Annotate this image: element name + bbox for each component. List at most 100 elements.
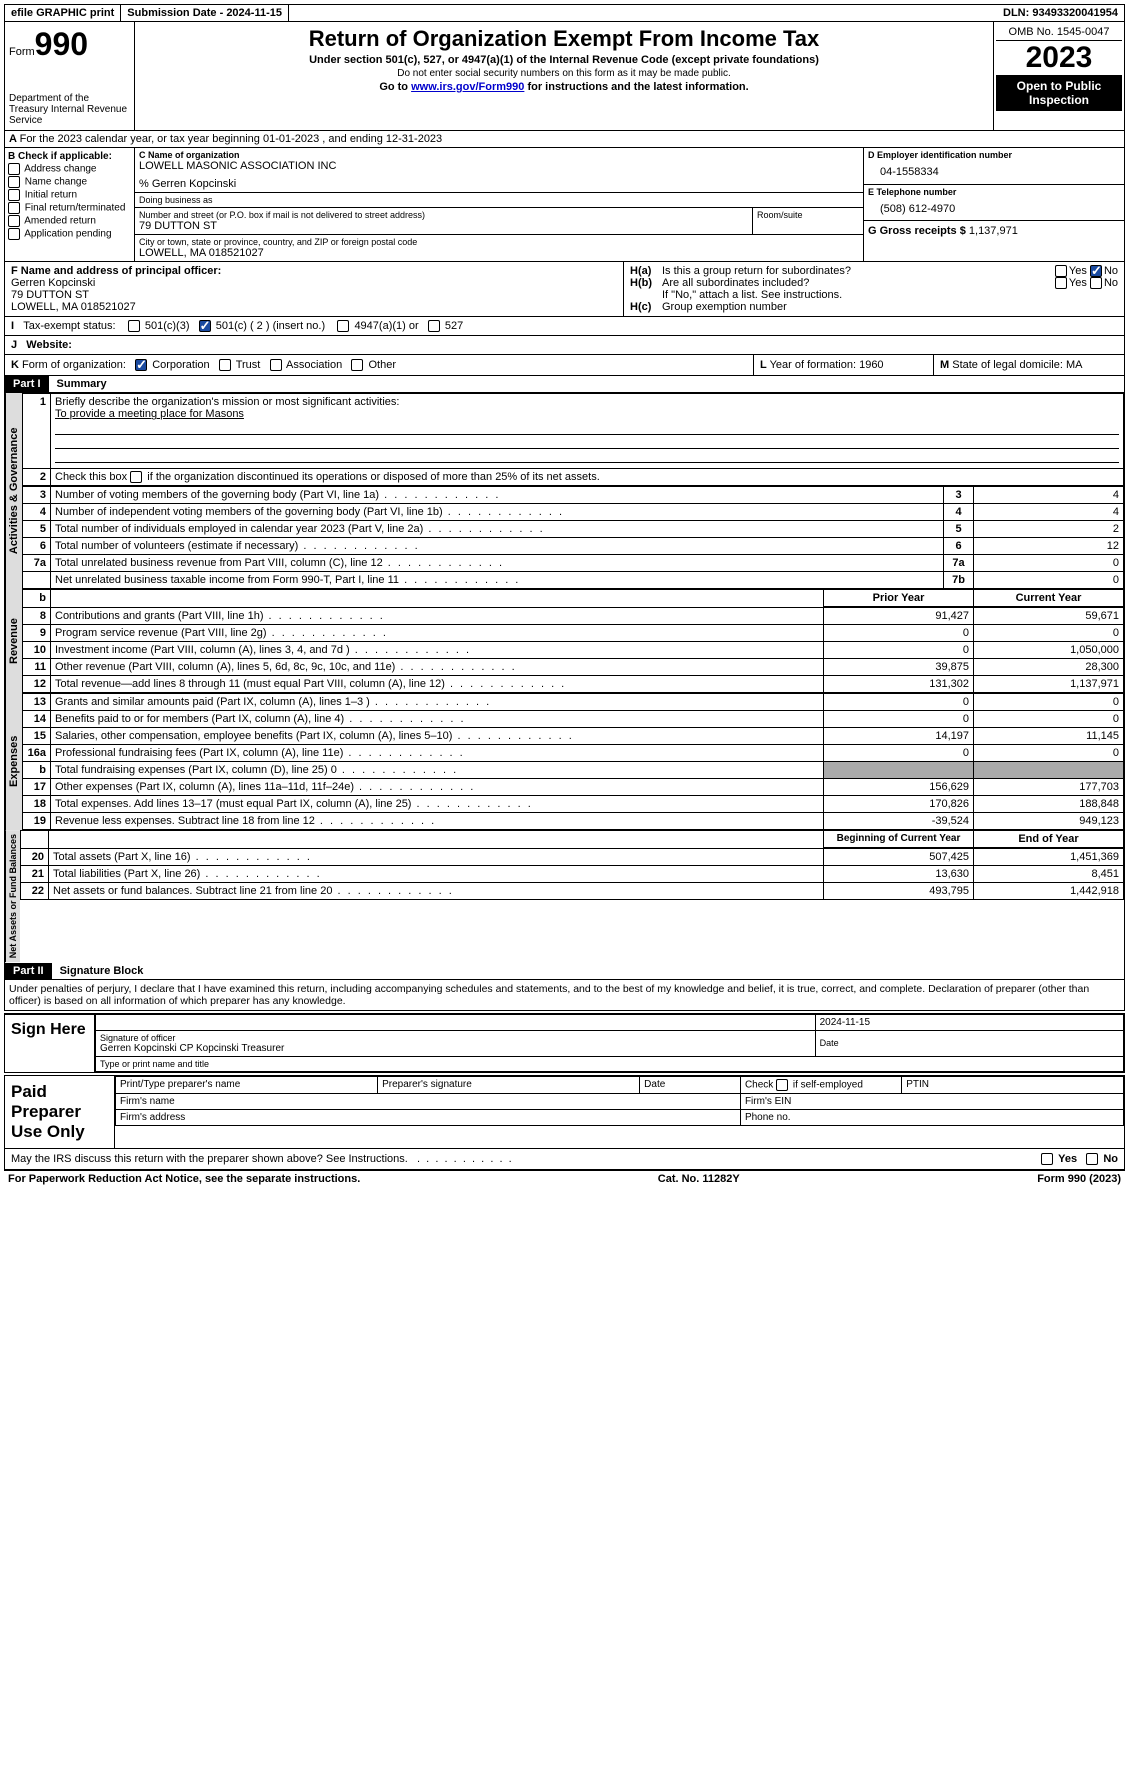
b-option: Final return/terminated xyxy=(8,202,131,214)
line-i: I Tax-exempt status: 501(c)(3) 501(c) ( … xyxy=(4,317,1125,336)
state-domicile: MA xyxy=(1066,359,1083,371)
b-option-checkbox[interactable] xyxy=(8,189,20,201)
c-name-label: C Name of organization xyxy=(139,150,240,160)
k-assoc-checkbox[interactable] xyxy=(270,359,282,371)
street: 79 DUTTON ST xyxy=(139,220,748,232)
phone: (508) 612-4970 xyxy=(868,197,1120,215)
hb-note: If "No," attach a list. See instructions… xyxy=(630,289,1118,301)
form-title: Return of Organization Exempt From Incom… xyxy=(143,26,985,52)
open-public: Open to Public Inspection xyxy=(996,75,1122,111)
phone-label: E Telephone number xyxy=(868,187,956,197)
i-501c3-checkbox[interactable] xyxy=(128,320,140,332)
f-label: F Name and address of principal officer: xyxy=(11,265,221,277)
top-bar: efile GRAPHIC print Submission Date - 20… xyxy=(4,4,1125,22)
end-year-hdr: End of Year xyxy=(974,831,1124,848)
paperwork-notice: For Paperwork Reduction Act Notice, see … xyxy=(8,1173,360,1185)
efile-label: efile GRAPHIC print xyxy=(5,5,121,21)
summary-row: 15Salaries, other compensation, employee… xyxy=(23,728,1124,745)
revenue-section: Revenue b Prior Year Current Year 8Contr… xyxy=(4,589,1125,693)
summary-row: 16aProfessional fundraising fees (Part I… xyxy=(23,745,1124,762)
discuss-yes-checkbox[interactable] xyxy=(1041,1153,1053,1165)
tax-year: 2023 xyxy=(996,41,1122,75)
b-option: Name change xyxy=(8,176,131,188)
ha-no-checkbox[interactable] xyxy=(1090,265,1102,277)
summary-row: 6Total number of volunteers (estimate if… xyxy=(23,538,1124,555)
hb-yes-checkbox[interactable] xyxy=(1055,277,1067,289)
penalty-statement: Under penalties of perjury, I declare th… xyxy=(4,980,1125,1011)
sign-here-label: Sign Here xyxy=(5,1015,95,1072)
i-527-checkbox[interactable] xyxy=(428,320,440,332)
fh-row: F Name and address of principal officer:… xyxy=(4,262,1125,317)
mission: To provide a meeting place for Masons xyxy=(55,408,244,420)
firm-ein-label: Firm's EIN xyxy=(740,1093,1123,1109)
b-option-checkbox[interactable] xyxy=(8,176,20,188)
sign-here-block: Sign Here 2024-11-15 Signature of office… xyxy=(4,1013,1125,1073)
prep-date-label: Date xyxy=(640,1076,741,1093)
b-option-checkbox[interactable] xyxy=(8,202,20,214)
subtitle-2: Do not enter social security numbers on … xyxy=(143,68,985,79)
irs-link[interactable]: www.irs.gov/Form990 xyxy=(411,81,524,93)
cat-no: Cat. No. 11282Y xyxy=(658,1173,740,1185)
ptin-label: PTIN xyxy=(902,1076,1124,1093)
ha-yes-checkbox[interactable] xyxy=(1055,265,1067,277)
firm-phone-label: Phone no. xyxy=(740,1109,1123,1125)
form-header: Form990 Department of the Treasury Inter… xyxy=(4,22,1125,131)
b-option-checkbox[interactable] xyxy=(8,215,20,227)
discuss-no-checkbox[interactable] xyxy=(1086,1153,1098,1165)
line-k: K Form of organization: Corporation Trus… xyxy=(4,355,1125,376)
form-ref: Form 990 (2023) xyxy=(1037,1173,1121,1185)
gross-receipts: 1,137,971 xyxy=(969,225,1018,237)
net-assets-section: Net Assets or Fund Balances Beginning of… xyxy=(4,830,1125,962)
k-trust-checkbox[interactable] xyxy=(219,359,231,371)
summary-row: 22Net assets or fund balances. Subtract … xyxy=(21,883,1124,900)
form-number: 990 xyxy=(35,26,88,62)
summary-row: 9Program service revenue (Part VIII, lin… xyxy=(23,625,1124,642)
b-option: Amended return xyxy=(8,215,131,227)
i-4947-checkbox[interactable] xyxy=(337,320,349,332)
summary-row: 5Total number of individuals employed in… xyxy=(23,521,1124,538)
submission-date: Submission Date - 2024-11-15 xyxy=(121,5,289,21)
summary-row: 8Contributions and grants (Part VIII, li… xyxy=(23,608,1124,625)
summary-row: 4Number of independent voting members of… xyxy=(23,504,1124,521)
year-formation: 1960 xyxy=(859,359,883,371)
current-year-hdr: Current Year xyxy=(974,590,1124,607)
paid-preparer-label: Paid Preparer Use Only xyxy=(5,1076,115,1148)
officer-addr2: LOWELL, MA 018521027 xyxy=(11,301,136,313)
k-corp-checkbox[interactable] xyxy=(135,359,147,371)
discuss-row: May the IRS discuss this return with the… xyxy=(4,1149,1125,1170)
org-name: LOWELL MASONIC ASSOCIATION INC xyxy=(139,160,859,172)
hc-text: Group exemption number xyxy=(662,301,787,313)
street-label: Number and street (or P.O. box if mail i… xyxy=(139,210,748,220)
dba-label: Doing business as xyxy=(139,195,859,205)
city-label: City or town, state or province, country… xyxy=(139,237,859,247)
officer-name: Gerren Kopcinski xyxy=(11,277,95,289)
prep-sig-label: Preparer's signature xyxy=(378,1076,640,1093)
summary-row: bTotal fundraising expenses (Part IX, co… xyxy=(23,762,1124,779)
summary-row: 13Grants and similar amounts paid (Part … xyxy=(23,694,1124,711)
summary-row: 21Total liabilities (Part X, line 26)13,… xyxy=(21,866,1124,883)
officer-addr1: 79 DUTTON ST xyxy=(11,289,89,301)
expenses-section: Expenses 13Grants and similar amounts pa… xyxy=(4,693,1125,830)
summary-row: 14Benefits paid to or for members (Part … xyxy=(23,711,1124,728)
room-label: Room/suite xyxy=(757,210,859,220)
summary-row: 7aTotal unrelated business revenue from … xyxy=(23,555,1124,572)
subtitle-1: Under section 501(c), 527, or 4947(a)(1)… xyxy=(143,54,985,66)
self-employed-checkbox[interactable] xyxy=(776,1079,788,1091)
summary-row: 12Total revenue—add lines 8 through 11 (… xyxy=(23,676,1124,693)
b-option-checkbox[interactable] xyxy=(8,228,20,240)
firm-name-label: Firm's name xyxy=(116,1093,741,1109)
k-other-checkbox[interactable] xyxy=(351,359,363,371)
line-a: A For the 2023 calendar year, or tax yea… xyxy=(4,131,1125,148)
b-option: Application pending xyxy=(8,228,131,240)
box-b: B Check if applicable: Address change Na… xyxy=(5,148,135,261)
dept-treasury: Department of the Treasury Internal Reve… xyxy=(9,93,130,126)
ein-label: D Employer identification number xyxy=(868,150,1012,160)
hb-text: Are all subordinates included? xyxy=(662,277,1055,289)
prep-name-label: Print/Type preparer's name xyxy=(116,1076,378,1093)
officer-sig: Gerren Kopcinski CP Kopcinski Treasurer xyxy=(100,1043,284,1054)
form-word: Form xyxy=(9,46,35,58)
i-501c-checkbox[interactable] xyxy=(199,320,211,332)
b-option-checkbox[interactable] xyxy=(8,163,20,175)
activities-governance: Activities & Governance 1Briefly describ… xyxy=(4,393,1125,589)
l2-checkbox[interactable] xyxy=(130,471,142,483)
